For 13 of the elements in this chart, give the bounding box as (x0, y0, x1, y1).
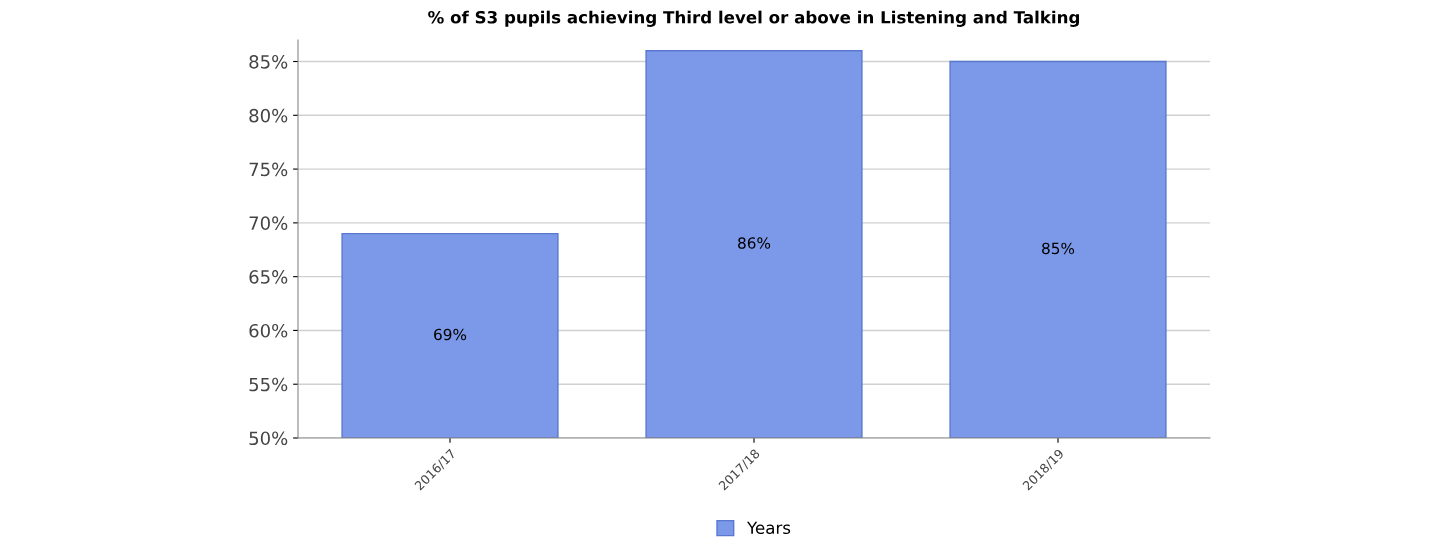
y-tick-label: 85% (249, 54, 288, 69)
y-tick-label: 55% (249, 377, 288, 392)
legend-label: Years (746, 521, 791, 535)
y-tick-label: 50% (249, 431, 288, 446)
text: 69% (434, 328, 467, 341)
text: 85% (1042, 242, 1075, 255)
y-tick-label: 80% (249, 108, 288, 123)
text: 86% (738, 237, 771, 249)
y-tick-label: 65% (249, 270, 288, 284)
y-tick-label: 70% (249, 216, 288, 230)
y-tick-label: 75% (249, 162, 288, 177)
y-tick-label: 60% (249, 323, 288, 338)
chart-title: % of S3 pupils achieving Third level or above in Listening and Talking (428, 10, 1080, 27)
